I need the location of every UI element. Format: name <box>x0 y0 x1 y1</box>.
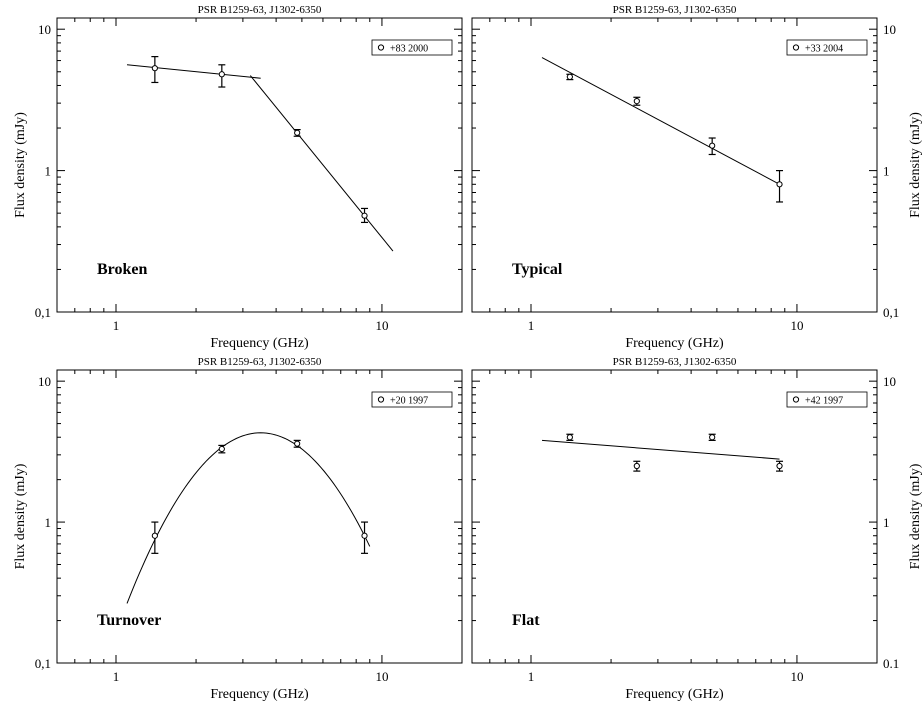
panel-label: Turnover <box>97 612 161 629</box>
fit-line <box>541 439 780 460</box>
y-axis-label: Flux density (mJy) <box>13 112 28 218</box>
x-tick-label: 1 <box>113 318 120 333</box>
data-point-4 <box>361 207 369 224</box>
y-tick-label: 0,1 <box>35 305 51 320</box>
data-point-1 <box>566 73 574 81</box>
legend-box <box>786 391 868 408</box>
y-axis-label: Flux density (mJy) <box>13 463 28 569</box>
legend-marker <box>792 44 800 51</box>
legend-marker <box>377 44 385 51</box>
point-marker <box>361 212 368 219</box>
plot-frame <box>471 17 878 313</box>
legend-marker <box>377 396 385 403</box>
panel-label: Broken <box>97 261 147 278</box>
y-axis-label: Flux density (mJy) <box>908 463 923 569</box>
point-marker <box>709 142 716 149</box>
legend-label: +33 2004 <box>805 44 843 55</box>
point-marker <box>151 65 158 72</box>
data-point-3 <box>293 128 301 137</box>
chart-panel-4: PSR B1259-63, J1302-6350 1 10 0.1 1 10 Frequen… <box>471 356 923 702</box>
point-marker <box>633 98 640 105</box>
legend-label: +42 1997 <box>805 396 843 407</box>
legend: +42 1997 <box>786 391 868 408</box>
fit-curve <box>126 432 371 604</box>
data-point-4 <box>776 460 784 472</box>
y-tick-label: 1 <box>45 515 52 530</box>
chart-title: PSR B1259-63, J1302-6350 <box>613 4 737 16</box>
y-tick-label: 10 <box>883 374 896 389</box>
y-axis-label: Flux density (mJy) <box>908 112 923 218</box>
legend-label: +20 1997 <box>390 396 428 407</box>
data-point-1 <box>151 521 159 554</box>
panel-label: Typical <box>512 261 563 278</box>
legend: +20 1997 <box>371 391 453 408</box>
data-point-2 <box>218 444 226 454</box>
data-point-1 <box>151 56 159 84</box>
point-marker <box>294 440 301 447</box>
plot-frame <box>471 369 878 664</box>
chart-panel-2: PSR B1259-63, J1302-6350 1 10 0,1 1 10 Frequen… <box>471 4 923 351</box>
point-marker <box>633 462 640 470</box>
data-point-2 <box>218 64 226 88</box>
x-axis-label: Frequency (GHz) <box>625 336 724 351</box>
data-point-4 <box>361 521 369 554</box>
point-marker <box>361 532 368 539</box>
x-tick-label: 10 <box>375 669 388 684</box>
y-tick-label: 1 <box>883 515 890 530</box>
legend-box <box>371 39 453 56</box>
point-marker <box>151 532 158 539</box>
chart-panel-3: PSR B1259-63, J1302-6350 1 10 0,1 1 10 Frequen… <box>13 356 463 702</box>
data-point-3 <box>708 433 716 441</box>
data-point-4 <box>776 169 784 203</box>
chart-title: PSR B1259-63, J1302-6350 <box>198 356 322 368</box>
data-point-1 <box>566 433 574 441</box>
x-tick-label: 10 <box>375 318 388 333</box>
x-axis-label: Frequency (GHz) <box>625 687 724 702</box>
x-tick-label: 1 <box>528 669 535 684</box>
chart-panel-1: PSR B1259-63, J1302-6350 1 10 0,1 1 10 Frequen… <box>13 4 463 351</box>
x-tick-label: 1 <box>528 318 535 333</box>
y-tick-label: 1 <box>883 164 890 179</box>
fit-line <box>126 64 261 79</box>
legend: +33 2004 <box>786 39 868 56</box>
point-marker <box>294 129 301 136</box>
legend-box <box>371 391 453 408</box>
data-point-2 <box>633 460 641 472</box>
x-axis-label: Frequency (GHz) <box>210 687 309 702</box>
y-tick-label: 10 <box>38 374 51 389</box>
legend: +83 2000 <box>371 39 453 56</box>
point-marker <box>776 181 783 188</box>
y-tick-label: 0,1 <box>883 305 899 320</box>
legend-label: +83 2000 <box>390 44 428 55</box>
point-marker <box>218 445 225 453</box>
x-axis-label: Frequency (GHz) <box>210 336 309 351</box>
data-point-2 <box>633 96 641 106</box>
fit-line <box>541 57 780 185</box>
point-marker <box>709 434 716 441</box>
chart-title: PSR B1259-63, J1302-6350 <box>613 356 737 368</box>
legend-marker <box>792 396 800 403</box>
panel-label: Flat <box>512 612 540 629</box>
plot-frame <box>56 17 463 313</box>
y-tick-label: 10 <box>883 22 896 37</box>
x-tick-label: 1 <box>113 669 120 684</box>
y-tick-label: 0,1 <box>35 656 51 671</box>
x-tick-label: 10 <box>790 318 803 333</box>
point-marker <box>566 434 573 441</box>
chart-title: PSR B1259-63, J1302-6350 <box>198 4 322 16</box>
y-tick-label: 1 <box>45 164 52 179</box>
plot-frame <box>56 369 463 664</box>
fit-line <box>249 75 394 252</box>
point-marker <box>566 73 573 80</box>
data-point-3 <box>708 137 716 156</box>
legend-box <box>786 39 868 56</box>
point-marker <box>776 462 783 470</box>
x-tick-label: 10 <box>790 669 803 684</box>
y-tick-label: 0.1 <box>883 656 899 671</box>
point-marker <box>218 71 225 78</box>
data-point-3 <box>293 439 301 448</box>
y-tick-label: 10 <box>38 22 51 37</box>
